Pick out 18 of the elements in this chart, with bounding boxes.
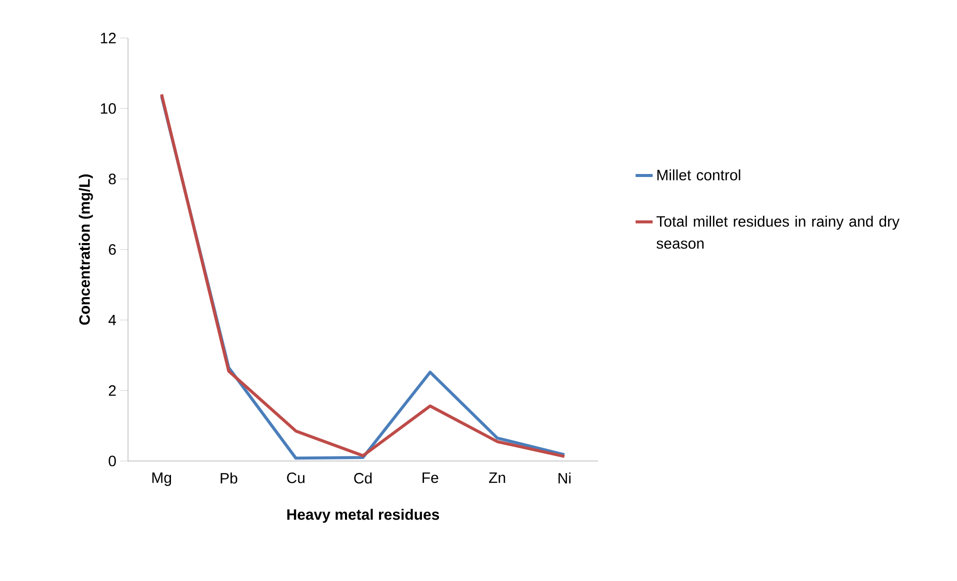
y-tick-label: 2 [108,385,116,396]
y-tick-label: 12 [100,32,116,44]
x-tick-label: Cd [354,472,372,484]
y-tick-label: 4 [108,314,116,326]
y-tick-label: 8 [108,174,116,184]
legend-label: Millet control [657,169,740,180]
x-tick-label: Pb [220,472,238,484]
x-tick-label: Mg [152,472,172,486]
y-tick-label: 10 [100,103,116,114]
y-tick-label: 6 [108,244,116,255]
x-tick-label: Ni [558,472,570,484]
y-axis-title: Concentration (mg/L) [78,174,93,325]
legend-label: Total millet residues in rainy and dry season [656,216,900,249]
x-tick-label: Cu [287,472,304,484]
x-tick-label: Zn [489,472,506,483]
x-axis-title: Heavy metal residues [287,508,440,523]
y-tick-label: 0 [108,456,116,466]
x-tick-label: Fe [422,472,438,483]
